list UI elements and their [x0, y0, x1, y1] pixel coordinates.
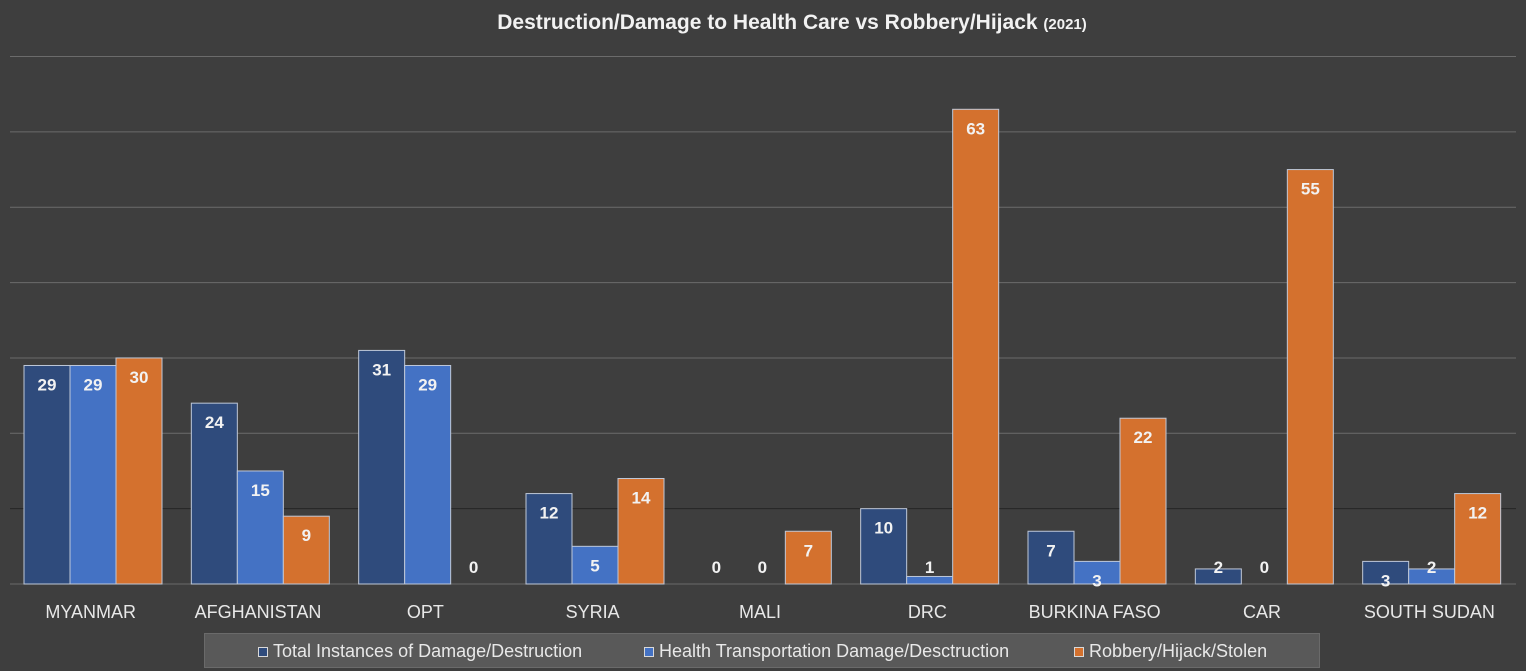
bar-robbery: [1119, 417, 1167, 585]
legend: Total Instances of Damage/Destruction He…: [204, 633, 1320, 668]
legend-label-total: Total Instances of Damage/Destruction: [273, 641, 583, 661]
data-label: 15: [251, 481, 270, 500]
x-tick-label: OPT: [407, 602, 444, 622]
bar-transport: [69, 364, 117, 585]
data-label: 31: [372, 360, 391, 379]
bar-transport: [236, 470, 284, 585]
legend-item-total: Total Instances of Damage/Destruction: [258, 634, 582, 669]
chart-title-text: Destruction/Damage to Health Care vs Rob…: [497, 11, 1038, 34]
data-label: 29: [38, 375, 57, 394]
bar-total: [23, 364, 71, 585]
data-label: 29: [84, 375, 103, 394]
data-label: 3: [1381, 571, 1390, 590]
bar-robbery: [784, 530, 832, 585]
bar-total: [1194, 568, 1242, 585]
bar-total: [1027, 530, 1075, 585]
bar-transport: [906, 575, 954, 585]
data-label: 2: [1214, 558, 1223, 577]
x-tick-label: SYRIA: [566, 602, 620, 622]
bar-transport: [404, 364, 452, 585]
data-label: 12: [1468, 504, 1487, 523]
chart-title: Destruction/Damage to Health Care vs Rob…: [0, 11, 1526, 35]
data-label: 0: [712, 558, 721, 577]
data-label: 14: [632, 489, 651, 508]
legend-swatch-transport: [644, 647, 654, 657]
data-label: 1: [925, 558, 934, 577]
bar-robbery: [282, 515, 330, 585]
bar-transport: [571, 545, 619, 585]
data-label: 30: [130, 368, 149, 387]
bar-robbery: [1454, 493, 1502, 585]
x-tick-label: MALI: [739, 602, 781, 622]
data-label: 5: [590, 556, 599, 575]
data-label: 9: [302, 526, 311, 545]
x-tick-label: SOUTH SUDAN: [1364, 602, 1495, 622]
legend-swatch-robbery: [1074, 647, 1084, 657]
bar-robbery: [115, 357, 163, 585]
data-label: 7: [1046, 541, 1055, 560]
bar-total: [860, 508, 908, 585]
data-label: 0: [1260, 558, 1269, 577]
data-label: 0: [469, 558, 478, 577]
data-label: 22: [1134, 428, 1153, 447]
legend-label-robbery: Robbery/Hijack/Stolen: [1089, 641, 1268, 661]
chart-subtitle: (2021): [1043, 16, 1087, 33]
bar-robbery: [617, 478, 665, 585]
data-label: 63: [966, 119, 985, 138]
data-label: 55: [1301, 180, 1320, 199]
data-label: 24: [205, 413, 224, 432]
x-tick-label: BURKINA FASO: [1029, 602, 1161, 622]
data-label: 12: [540, 504, 559, 523]
x-tick-label: CAR: [1243, 602, 1281, 622]
x-tick-label: DRC: [908, 602, 947, 622]
bar-total: [358, 349, 406, 585]
data-label: 2: [1427, 558, 1436, 577]
legend-swatch-total: [258, 647, 268, 657]
x-tick-label: AFGHANISTAN: [195, 602, 322, 622]
bar-robbery: [952, 108, 1000, 585]
bar-total: [190, 402, 238, 585]
legend-item-robbery: Robbery/Hijack/Stolen: [1074, 634, 1267, 669]
bar-total: [525, 493, 573, 585]
data-label: 29: [418, 375, 437, 394]
bar-robbery: [1286, 169, 1334, 585]
legend-item-transport: Health Transportation Damage/Desctructio…: [644, 634, 1009, 669]
data-label: 7: [804, 541, 813, 560]
data-label: 10: [874, 519, 893, 538]
data-label: 3: [1092, 571, 1101, 590]
legend-label-transport: Health Transportation Damage/Desctructio…: [659, 641, 1010, 661]
x-tick-label: MYANMAR: [45, 602, 136, 622]
data-label: 0: [758, 558, 767, 577]
